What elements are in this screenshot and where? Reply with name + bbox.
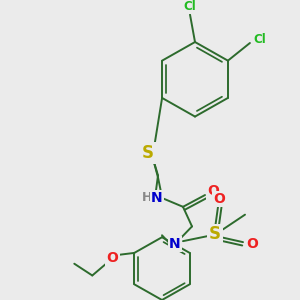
Text: O: O — [106, 251, 118, 265]
Text: O: O — [213, 192, 225, 206]
Text: S: S — [209, 225, 221, 243]
Text: N: N — [169, 237, 181, 251]
Text: Cl: Cl — [254, 33, 266, 46]
Text: Cl: Cl — [184, 0, 196, 13]
Text: H: H — [142, 191, 152, 205]
Text: O: O — [246, 237, 258, 251]
Text: S: S — [142, 144, 154, 162]
Text: O: O — [207, 184, 219, 198]
Text: N: N — [151, 191, 163, 205]
